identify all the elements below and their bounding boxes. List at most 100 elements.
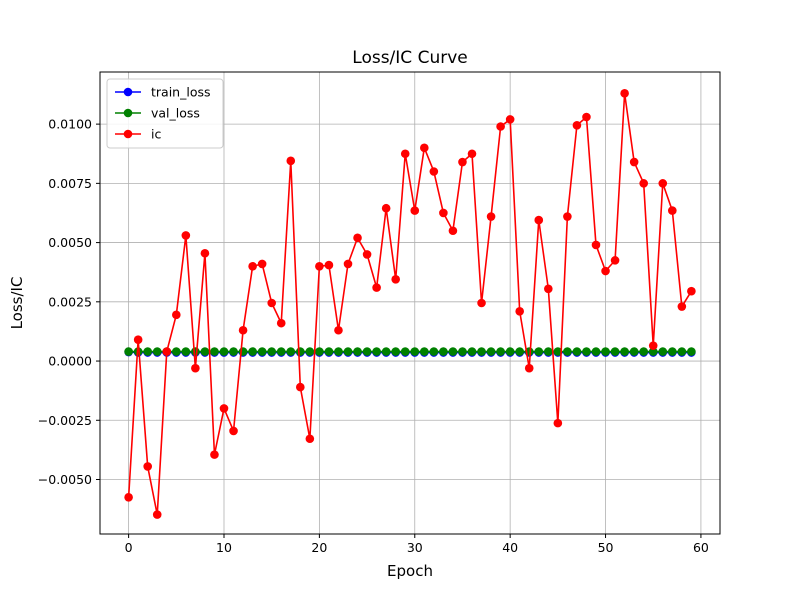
legend-label: ic xyxy=(151,127,161,142)
val_loss-point xyxy=(391,347,400,356)
y-tick-label: 0.0075 xyxy=(48,176,92,191)
val_loss-point xyxy=(286,347,295,356)
val_loss-point xyxy=(611,347,620,356)
val_loss-point xyxy=(410,347,419,356)
ic-point xyxy=(201,249,210,258)
legend-marker xyxy=(124,109,133,118)
ic-point xyxy=(487,212,496,221)
ic-point xyxy=(582,113,591,122)
val_loss-point xyxy=(153,347,162,356)
val_loss-point xyxy=(334,347,343,356)
val_loss-point xyxy=(210,347,219,356)
y-tick-label: 0.0100 xyxy=(48,117,92,132)
ic-point xyxy=(639,179,648,188)
ic-point xyxy=(515,307,524,316)
ic-point xyxy=(286,157,295,166)
ic-point xyxy=(277,319,286,328)
x-tick-label: 10 xyxy=(216,540,232,555)
val_loss-point xyxy=(630,347,639,356)
ic-point xyxy=(162,347,171,356)
val_loss-point xyxy=(143,347,152,356)
val_loss-point xyxy=(639,347,648,356)
ic-point xyxy=(620,89,629,98)
y-tick-label: −0.0050 xyxy=(38,472,92,487)
ic-point xyxy=(124,493,133,502)
val_loss-point xyxy=(496,347,505,356)
val_loss-point xyxy=(363,347,372,356)
ic-point xyxy=(306,434,315,443)
ic-point xyxy=(258,260,267,269)
val_loss-point xyxy=(248,347,257,356)
ic-point xyxy=(229,427,238,436)
ic-point xyxy=(554,419,563,428)
ic-point xyxy=(191,364,200,373)
ic-point xyxy=(153,510,162,519)
ic-point xyxy=(496,122,505,131)
ic-point xyxy=(544,284,553,293)
x-tick-label: 0 xyxy=(125,540,133,555)
val_loss-point xyxy=(439,347,448,356)
ic-point xyxy=(525,364,534,373)
val_loss-point xyxy=(315,347,324,356)
val_loss-point xyxy=(229,347,238,356)
val_loss-point xyxy=(563,347,572,356)
val_loss-point xyxy=(353,347,362,356)
ic-point xyxy=(534,216,543,225)
ic-point xyxy=(449,226,458,235)
ic-point xyxy=(506,115,515,124)
val_loss-point xyxy=(172,347,181,356)
ic-point xyxy=(573,121,582,130)
val_loss-point xyxy=(182,347,191,356)
y-tick-label: −0.0025 xyxy=(38,413,92,428)
val_loss-point xyxy=(191,347,200,356)
val_loss-point xyxy=(258,347,267,356)
ic-point xyxy=(658,179,667,188)
y-tick-label: 0.0025 xyxy=(48,294,92,309)
legend-marker xyxy=(124,88,133,97)
val_loss-point xyxy=(306,347,315,356)
ic-point xyxy=(143,462,152,471)
val_loss-point xyxy=(430,347,439,356)
ic-point xyxy=(344,260,353,269)
val_loss-point xyxy=(515,347,524,356)
x-tick-label: 30 xyxy=(407,540,423,555)
val_loss-point xyxy=(620,347,629,356)
val_loss-point xyxy=(420,347,429,356)
ic-point xyxy=(372,283,381,292)
ic-point xyxy=(687,287,696,296)
ic-point xyxy=(220,404,229,413)
ic-point xyxy=(315,262,324,271)
y-tick-label: 0.0050 xyxy=(48,235,92,250)
val_loss-point xyxy=(201,347,210,356)
chart-title: Loss/IC Curve xyxy=(352,48,467,68)
ic-point xyxy=(353,234,362,243)
ic-point xyxy=(592,241,601,250)
val_loss-point xyxy=(449,347,458,356)
ic-point xyxy=(611,256,620,265)
val_loss-point xyxy=(678,347,687,356)
x-tick-label: 60 xyxy=(693,540,709,555)
val_loss-point xyxy=(344,347,353,356)
val_loss-point xyxy=(487,347,496,356)
ic-point xyxy=(325,261,334,270)
legend-label: train_loss xyxy=(151,85,211,100)
val_loss-point xyxy=(401,347,410,356)
val_loss-point xyxy=(601,347,610,356)
ic-point xyxy=(182,231,191,240)
ic-point xyxy=(210,450,219,459)
ic-point xyxy=(458,158,467,167)
ic-point xyxy=(630,158,639,167)
ic-point xyxy=(410,206,419,215)
ic-point xyxy=(248,262,257,271)
ic-point xyxy=(382,204,391,213)
ic-point xyxy=(668,206,677,215)
val_loss-point xyxy=(687,347,696,356)
ic-point xyxy=(267,299,276,308)
ic-point xyxy=(420,144,429,153)
val_loss-point xyxy=(124,347,133,356)
val_loss-point xyxy=(468,347,477,356)
val_loss-point xyxy=(544,347,553,356)
ic-point xyxy=(239,326,248,335)
